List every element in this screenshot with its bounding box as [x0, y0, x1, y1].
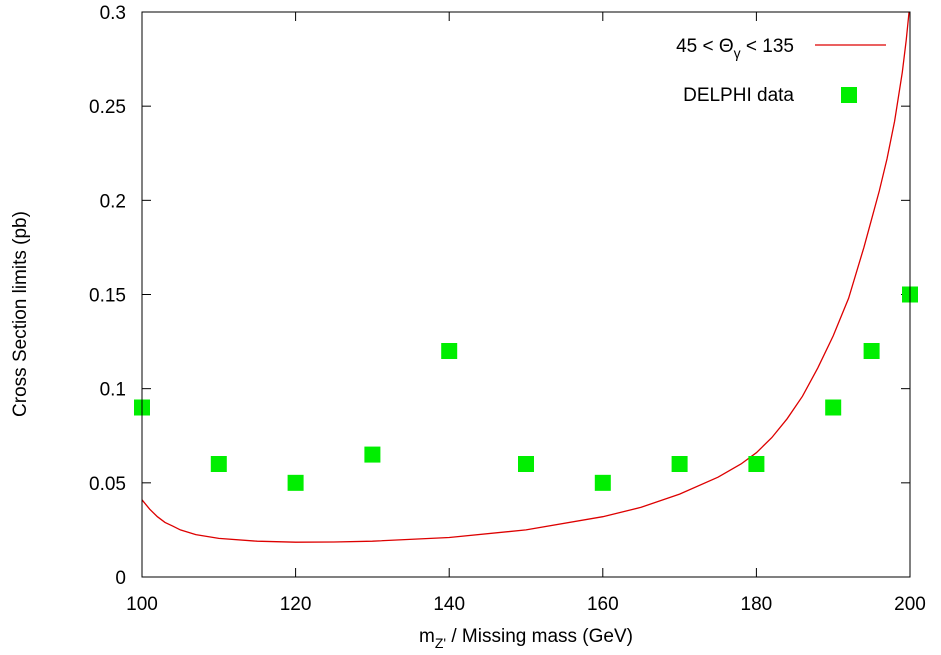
data-point: [287, 474, 304, 491]
plot-frame: [141, 11, 911, 578]
legend-label-points: DELPHI data: [683, 85, 794, 106]
y-tick-label: 0.25: [89, 97, 126, 118]
data-point: [364, 446, 381, 463]
legend: 45 < Θγ < 135 DELPHI data: [676, 36, 886, 106]
x-tick-label: 160: [587, 594, 619, 615]
data-point: [210, 456, 227, 472]
y-axis-label: Cross Section limits (pb): [10, 211, 31, 417]
x-tick-label: 180: [741, 594, 773, 615]
legend-swatch-point: [841, 87, 857, 103]
x-tick-label: 100: [126, 594, 158, 615]
x-tick-label: 140: [433, 594, 465, 615]
data-point: [825, 399, 842, 416]
y-tick-label: 0.3: [100, 3, 126, 24]
legend-label-line: 45 < Θγ < 135: [676, 36, 794, 61]
x-tick-label: 200: [894, 594, 926, 615]
tick-labels: 100 120 140 160 180 200 0 0.05 0.1 0.15 0.2 0.25 0.3: [89, 3, 926, 615]
data-point: [518, 456, 534, 472]
y-tick-label: 0: [115, 568, 126, 589]
series-points-delphi: [134, 286, 918, 491]
series-line-theta-cut: [142, 12, 910, 543]
data-point: [594, 474, 611, 491]
data-point: [671, 456, 688, 472]
x-axis-label: mZ' / Missing mass (GeV): [419, 626, 633, 651]
y-tick-label: 0.1: [100, 380, 126, 401]
y-tick-label: 0.05: [89, 474, 126, 495]
data-point: [441, 343, 458, 359]
data-point: [863, 343, 880, 359]
data-point: [748, 456, 765, 472]
y-tick-label: 0.2: [100, 191, 126, 212]
axis-ticks: [141, 11, 911, 578]
x-tick-label: 120: [280, 594, 312, 615]
y-tick-label: 0.15: [89, 286, 126, 307]
